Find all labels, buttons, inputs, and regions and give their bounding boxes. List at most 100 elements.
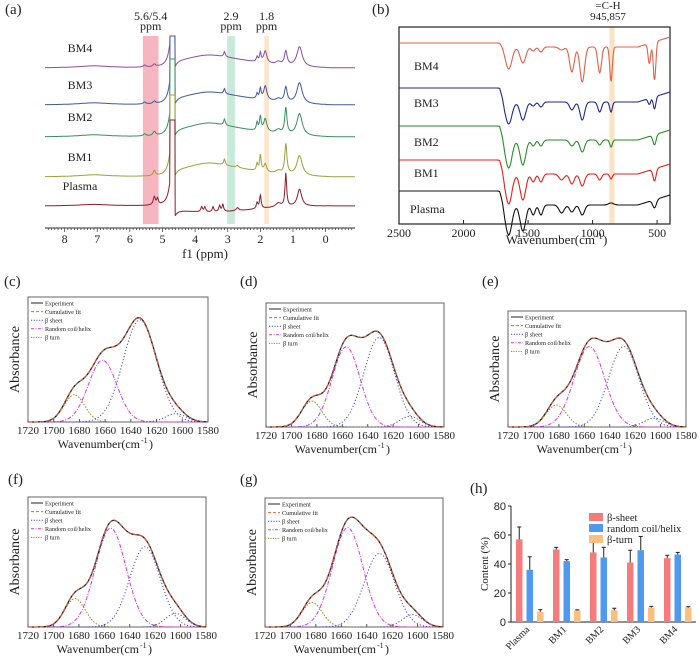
x-axis-title: Wavenumber(cm [294, 642, 377, 656]
bar-bm1-1 [563, 561, 570, 622]
x-tick-label: 6 [127, 232, 133, 246]
series-label-plasma: Plasma [410, 202, 445, 216]
legend-label: Experiment [45, 300, 74, 307]
x-tick-label: 1580 [433, 430, 456, 442]
x-tick-label: 1720 [17, 630, 40, 642]
legend-label: Experiment [282, 501, 311, 508]
legend-label: β turn [45, 535, 60, 542]
highlight-label: 5.6/5.4 [134, 9, 167, 23]
x-tick-label: BM1 [547, 624, 569, 646]
series-label-bm4: BM4 [68, 41, 93, 55]
legend-label: Cumulative fit [282, 510, 318, 517]
x-tick-label: 1620 [382, 430, 405, 442]
y-tick-label: 80 [494, 501, 506, 513]
x-tick-label: BM2 [584, 624, 606, 646]
highlight-band [264, 36, 269, 224]
legend-label: β sheet [45, 318, 63, 325]
x-tick-label: 8 [62, 232, 68, 246]
nmr-spectrum-bm1 [45, 94, 355, 178]
ftir-spectrum-plasma [399, 190, 671, 236]
highlight-label-unit: ppm [256, 19, 278, 33]
x-tick-label: 1680 [68, 630, 91, 642]
bar-bm2-0 [590, 552, 597, 622]
series-label-bm3: BM3 [414, 96, 439, 110]
x-tick-label: 1720 [17, 425, 40, 437]
legend-label: Random coil/helix [282, 527, 329, 534]
bar-bm4-1 [674, 554, 681, 622]
y-axis-title: Absorbance [8, 529, 23, 596]
x-tick-label: 1600 [408, 430, 431, 442]
highlight-label: 2.9 [224, 9, 239, 23]
series-label-bm2: BM2 [68, 110, 93, 124]
x-tick-label: 1680 [548, 430, 571, 442]
x-tick-label: 1620 [624, 430, 647, 442]
series-label-plasma: Plasma [63, 179, 98, 193]
legend-label: Cumulative fit [45, 309, 81, 316]
cumulative-fit-curve [266, 330, 445, 428]
x-axis-title-close: ) [148, 642, 152, 656]
series-label-bm4: BM4 [414, 59, 439, 73]
y-tick-label: 60 [494, 530, 506, 542]
legend-label: β turn [45, 335, 60, 342]
x-tick-label: 1660 [330, 630, 353, 642]
x-tick-label: 1660 [93, 630, 116, 642]
y-axis-title: Absorbance [8, 326, 23, 393]
x-tick-label: 1580 [197, 425, 220, 437]
nmr-panel: 5.6/5.4ppm2.9ppm1.8ppmBM4BM3BM2BM1Plasma… [44, 9, 355, 261]
secondary-structure-bar-chart: 0 20 40 60 80 Content (%) Plasma BM1 BM2 BM3 BM4 β-… [479, 501, 696, 653]
ftir-spectrum-bm2 [399, 125, 671, 169]
x-tick-label: 1580 [432, 630, 455, 642]
legend-label: Random coil/helix [283, 332, 330, 339]
panel-label-c: (c) [4, 274, 21, 290]
legend-label: Cumulative fit [525, 323, 561, 330]
beta-sheet-minor-curve [508, 417, 686, 428]
bar-plasma-1 [526, 569, 533, 622]
x-tick-label: 1720 [254, 630, 277, 642]
legend-label: Experiment [525, 314, 554, 321]
x-axis-title: f1 (ppm) [182, 246, 228, 261]
highlight-band [142, 36, 159, 224]
x-tick-label: 1700 [279, 630, 302, 642]
x-tick-label: 1620 [146, 425, 169, 437]
beta-turn-curve [266, 400, 444, 428]
legend-swatch [589, 513, 603, 521]
x-tick-label: 1680 [306, 430, 329, 442]
experiment-curve [28, 317, 208, 423]
legend-label: β sheet [282, 519, 300, 526]
bar-bm2-2 [611, 610, 618, 622]
series-label-bm3: BM3 [68, 78, 93, 92]
x-axis-title-close: ) [385, 642, 389, 656]
plot-frame [264, 497, 444, 628]
x-tick-label: 0 [323, 232, 329, 246]
bar-plasma-0 [516, 539, 523, 622]
legend-label: β turn [283, 341, 298, 348]
bar-bm1-0 [553, 549, 560, 622]
legend-label: Random coil/helix [45, 526, 92, 533]
x-axis-title-close: ) [603, 232, 607, 247]
x-tick-label: 1700 [42, 630, 65, 642]
nmr-spectrum-plasma [45, 119, 355, 217]
x-tick-label: 1600 [407, 630, 430, 642]
nmr-spectrum-bm2 [45, 58, 355, 138]
y-axis-title: Absorbance [488, 336, 503, 403]
beta-sheet-curve [266, 337, 444, 428]
panel-label-g: (g) [240, 472, 258, 488]
x-tick-label: 1500 [516, 226, 540, 240]
x-tick-label: 1680 [305, 630, 328, 642]
series-label-bm2: BM2 [414, 135, 439, 149]
x-tick-label: 1700 [43, 425, 66, 437]
x-tick-label: 1660 [573, 430, 596, 442]
legend-label: random coil/helix [607, 524, 682, 535]
x-tick-label: 5 [159, 232, 165, 246]
beta-sheet-curve [28, 546, 206, 628]
bar-plasma-2 [537, 611, 544, 622]
x-axis-title-exponent: -1 [620, 441, 627, 450]
legend-swatch [589, 535, 603, 543]
bar-bm3-0 [627, 562, 634, 622]
x-axis-title: Wavenumber(cm [58, 437, 141, 451]
ftir-spectrum-bm3 [399, 87, 671, 125]
